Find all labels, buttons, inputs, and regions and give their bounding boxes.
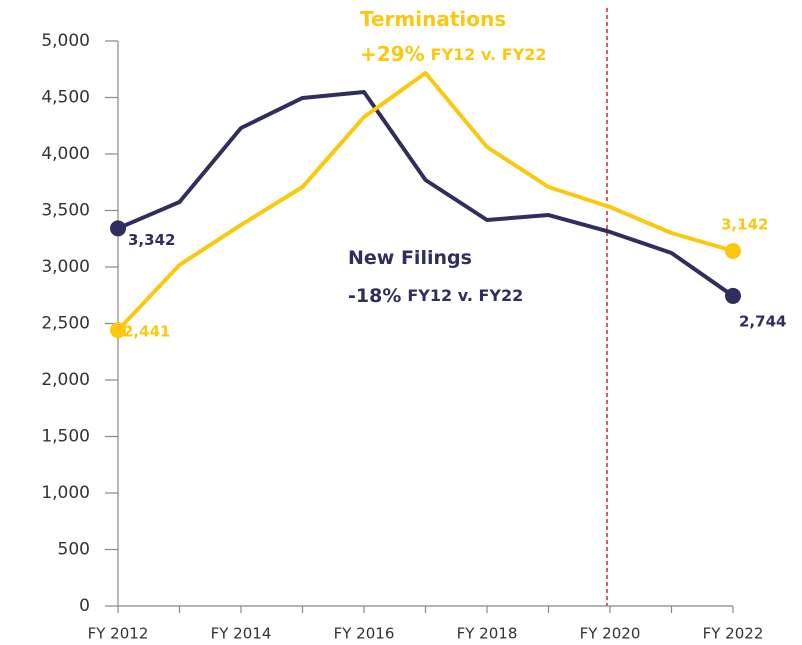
x-tick-label: FY 2022 [703,625,764,643]
annotation: -18% FY12 v. FY22 [348,285,523,307]
data-label: 3,142 [721,215,768,233]
y-tick-label: 1,500 [41,427,90,447]
annotation-part: FY12 v. FY22 [431,45,547,64]
y-tick-label: 2,000 [41,370,90,390]
x-tick-label: FY 2018 [457,625,518,643]
annotation: New Filings [348,247,472,269]
y-tick-label: 5,000 [41,31,90,51]
annotation-part: New Filings [348,247,472,269]
data-label: 3,342 [128,231,175,249]
x-tick-label: FY 2012 [88,625,149,643]
y-tick-label: 4,500 [41,88,90,108]
y-tick-label: 0 [79,596,90,616]
x-tick-label: FY 2016 [334,625,395,643]
annotation-part: -18% [348,285,401,307]
line-series [117,89,735,298]
x-tick-label: FY 2014 [211,625,272,643]
annotation-part: Terminations [360,7,506,31]
y-tick-label: 2,500 [41,314,90,334]
end-point [725,242,741,259]
annotation-part: +29% [360,42,425,66]
annotation: +29% FY12 v. FY22 [360,42,547,66]
x-tick-label: FY 2020 [580,625,641,643]
end-point [725,287,741,304]
annotation: Terminations [360,7,506,31]
end-point [110,322,126,339]
y-tick-label: 500 [58,540,90,560]
end-point [110,220,126,237]
y-tick-label: 1,000 [41,483,90,503]
annotation-part: FY12 v. FY22 [407,286,523,305]
line-series [116,70,734,332]
data-label: 2,744 [739,312,786,330]
data-label: 2,441 [123,323,170,341]
y-tick-label: 3,500 [41,201,90,221]
y-tick-label: 4,000 [41,144,90,164]
y-tick-label: 3,000 [41,257,90,277]
